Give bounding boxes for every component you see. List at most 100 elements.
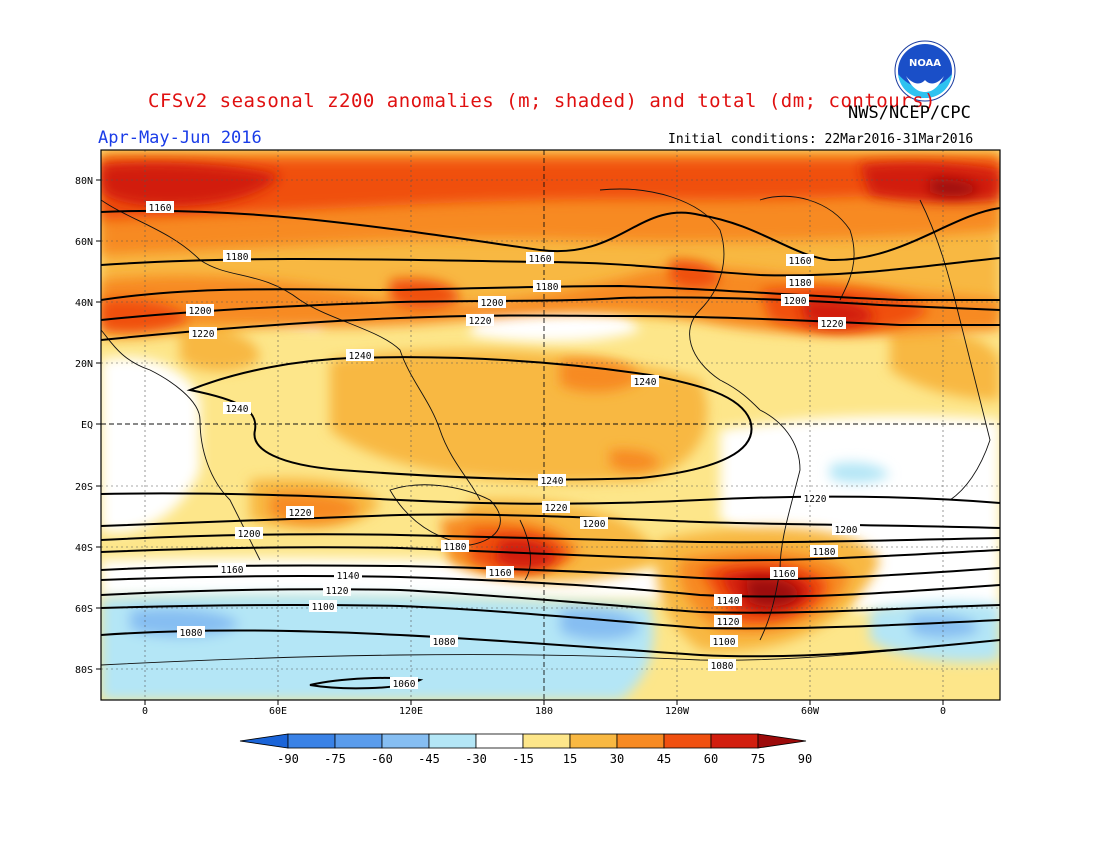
svg-text:1120: 1120: [717, 617, 740, 628]
noaa-logo: NOAA: [894, 40, 956, 102]
svg-text:1240: 1240: [541, 476, 564, 487]
lat-label: 80S: [75, 665, 93, 676]
svg-text:1100: 1100: [312, 602, 335, 613]
svg-text:1100: 1100: [713, 637, 736, 648]
colorbar-label: 15: [563, 752, 577, 766]
contour-label: 1120: [323, 584, 351, 597]
contour-label: 1200: [781, 294, 809, 307]
colorbar-arrow-high: [757, 733, 807, 749]
svg-text:1200: 1200: [835, 525, 858, 536]
svg-text:1160: 1160: [529, 254, 552, 265]
anomaly-shading: [101, 150, 1000, 700]
contour-label: 1140: [714, 594, 742, 607]
map-frame: [100, 149, 1001, 701]
contour-label: 1080: [177, 626, 205, 639]
contour-label: 1180: [223, 250, 251, 263]
colorbar-label: -45: [418, 752, 440, 766]
contour-label: 1160: [526, 252, 554, 265]
svg-text:1220: 1220: [469, 316, 492, 327]
colorbar-label: 75: [751, 752, 765, 766]
colorbar-label: -15: [512, 752, 534, 766]
agency-label: NWS/NCEP/CPC: [848, 103, 971, 123]
colorbar-label: -90: [277, 752, 299, 766]
svg-text:1140: 1140: [337, 571, 360, 582]
lon-label: 60E: [269, 706, 287, 717]
lat-label: 40S: [75, 543, 93, 554]
svg-text:1220: 1220: [821, 319, 844, 330]
svg-text:1120: 1120: [326, 586, 349, 597]
lon-label: 0: [940, 706, 946, 717]
svg-text:1200: 1200: [238, 529, 261, 540]
svg-text:1240: 1240: [349, 351, 372, 362]
contour-label: 1100: [309, 600, 337, 613]
colorbar-label: 30: [610, 752, 624, 766]
contour-label: 1140: [334, 569, 362, 582]
contour-label: 1240: [346, 349, 374, 362]
colorbar-label: -30: [465, 752, 487, 766]
contour-label: 1220: [818, 317, 846, 330]
lat-label: 20S: [75, 482, 93, 493]
lon-label: 60W: [801, 706, 820, 717]
contour-label: 1200: [235, 527, 263, 540]
svg-text:1180: 1180: [444, 542, 467, 553]
lon-label: 0: [142, 706, 148, 717]
forecast-period: Apr-May-Jun 2016: [98, 128, 262, 148]
svg-text:1200: 1200: [583, 519, 606, 530]
contour-label: 1200: [832, 523, 860, 536]
lat-label: 60S: [75, 604, 93, 615]
contour-label: 1080: [430, 635, 458, 648]
contour-label: 1160: [786, 254, 814, 267]
equator-dateline: [101, 150, 1000, 700]
lon-label: 120W: [665, 706, 690, 717]
contour-label: 1220: [189, 327, 217, 340]
contour-label: 1200: [186, 304, 214, 317]
svg-text:1180: 1180: [813, 547, 836, 558]
contour-label: 1240: [538, 474, 566, 487]
colorbar-label: 45: [657, 752, 671, 766]
colorbar-arrow-low: [239, 733, 289, 749]
lon-label: 180: [535, 706, 553, 717]
contour-labels: 1160 1180 1200 1220 1240 1160 1180 1200 …: [146, 201, 860, 690]
svg-text:1180: 1180: [226, 252, 249, 263]
svg-text:1140: 1140: [717, 596, 740, 607]
svg-text:1160: 1160: [489, 568, 512, 579]
colorbar-swatch: [569, 733, 618, 749]
lat-label: 40N: [75, 298, 93, 309]
longitude-axis: 0 60E 120E 180 120W 60W 0: [142, 700, 946, 717]
colorbar-label: 60: [704, 752, 718, 766]
chart-title: CFSv2 seasonal z200 anomalies (m; shaded…: [148, 90, 936, 112]
contour-label: 1240: [631, 375, 659, 388]
contour-label: 1220: [542, 501, 570, 514]
contour-label: 1220: [286, 506, 314, 519]
contour-label: 1100: [710, 635, 738, 648]
svg-text:1160: 1160: [149, 203, 172, 214]
contour-label: 1120: [714, 615, 742, 628]
height-contours: [101, 207, 1000, 690]
contour-label: 1060: [390, 677, 418, 690]
svg-text:1060: 1060: [393, 679, 416, 690]
svg-text:1080: 1080: [433, 637, 456, 648]
contour-label: 1220: [466, 314, 494, 327]
svg-text:1220: 1220: [804, 494, 827, 505]
svg-text:1220: 1220: [545, 503, 568, 514]
contour-label: 1180: [441, 540, 469, 553]
colorbar-label: -60: [371, 752, 393, 766]
contour-label: 1180: [786, 276, 814, 289]
lat-label: 20N: [75, 359, 93, 370]
colorbar-swatch: [710, 733, 759, 749]
svg-text:NOAA: NOAA: [909, 58, 941, 69]
graticule: [101, 150, 1000, 700]
contour-label: 1160: [770, 567, 798, 580]
colorbar: -90 -75 -60 -45 -30 -15 15 30 45 60 75 90: [239, 733, 812, 766]
contour-label: 1200: [478, 296, 506, 309]
svg-text:1220: 1220: [192, 329, 215, 340]
contour-label: 1200: [580, 517, 608, 530]
colorbar-label: 90: [798, 752, 812, 766]
contour-label: 1240: [223, 402, 251, 415]
colorbar-swatch: [616, 733, 665, 749]
lat-label: 60N: [75, 237, 93, 248]
latitude-axis: 80N 60N 40N 20N EQ 20S 40S 60S 80S: [75, 176, 101, 676]
colorbar-swatch: [428, 733, 477, 749]
contour-label: 1180: [810, 545, 838, 558]
colorbar-swatch: [522, 733, 571, 749]
